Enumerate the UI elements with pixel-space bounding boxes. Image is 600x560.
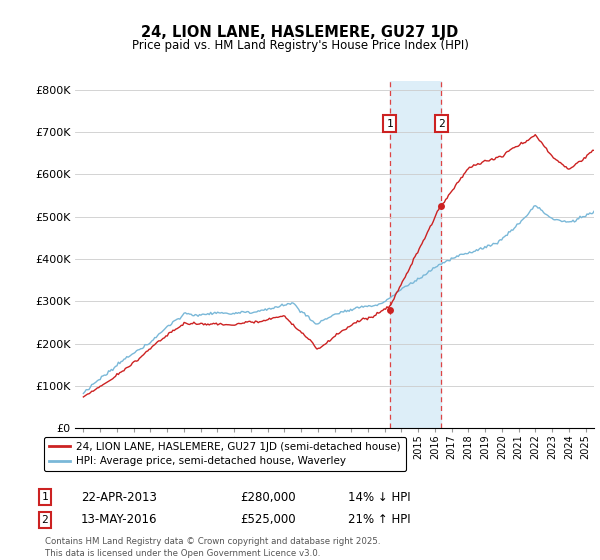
Text: 1: 1 [41, 492, 49, 502]
Legend: 24, LION LANE, HASLEMERE, GU27 1JD (semi-detached house), HPI: Average price, se: 24, LION LANE, HASLEMERE, GU27 1JD (semi… [44, 437, 406, 472]
Text: 21% ↑ HPI: 21% ↑ HPI [348, 513, 410, 526]
Text: 24, LION LANE, HASLEMERE, GU27 1JD: 24, LION LANE, HASLEMERE, GU27 1JD [142, 25, 458, 40]
Text: £525,000: £525,000 [240, 513, 296, 526]
Text: £280,000: £280,000 [240, 491, 296, 504]
Text: 2: 2 [41, 515, 49, 525]
Text: 1: 1 [386, 119, 393, 129]
Text: 22-APR-2013: 22-APR-2013 [81, 491, 157, 504]
Text: 2: 2 [438, 119, 445, 129]
Text: Price paid vs. HM Land Registry's House Price Index (HPI): Price paid vs. HM Land Registry's House … [131, 39, 469, 53]
Text: 13-MAY-2016: 13-MAY-2016 [81, 513, 157, 526]
Bar [390, 81, 441, 428]
Text: 14% ↓ HPI: 14% ↓ HPI [348, 491, 410, 504]
Text: Contains HM Land Registry data © Crown copyright and database right 2025.
This d: Contains HM Land Registry data © Crown c… [45, 537, 380, 558]
